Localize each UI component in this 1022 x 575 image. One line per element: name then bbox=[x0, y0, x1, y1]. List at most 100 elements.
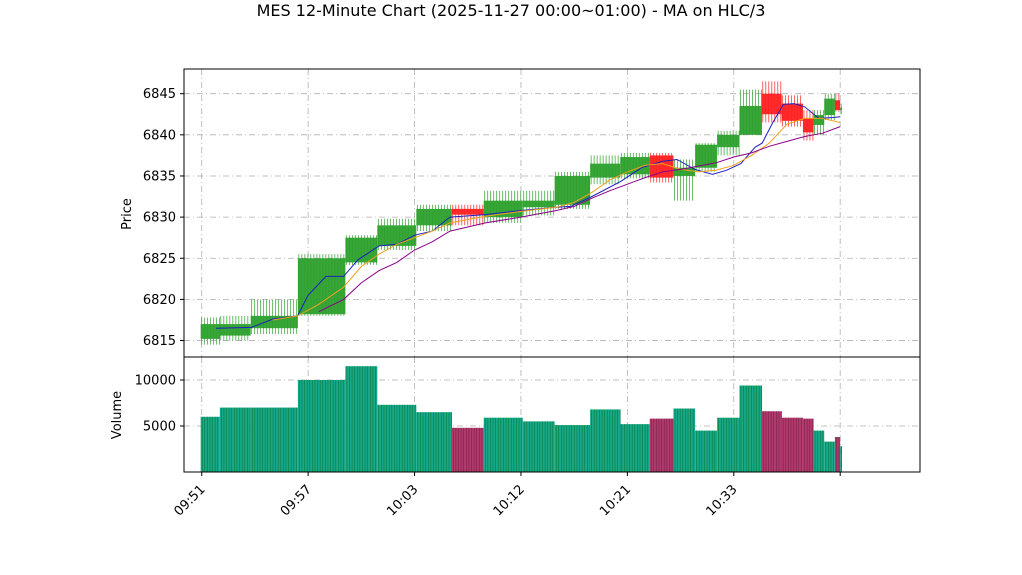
volume-bars bbox=[200, 366, 842, 472]
volume-bar-fill bbox=[824, 441, 835, 472]
volume-bar bbox=[554, 425, 591, 472]
volume-y-ticks: 5000 10000 bbox=[135, 374, 184, 435]
x-axis-ticks: 09:51 09:57 10:03 10:12 10:21 10:33 bbox=[171, 472, 841, 519]
candle bbox=[590, 155, 621, 185]
candle-body bbox=[377, 225, 417, 246]
volume-bar bbox=[451, 427, 484, 472]
candle-body bbox=[250, 315, 298, 329]
candle-body bbox=[824, 98, 835, 116]
candle bbox=[695, 143, 718, 172]
price-tick-label: 6825 bbox=[143, 252, 176, 267]
volume-bar-fill bbox=[590, 409, 621, 472]
candle-body bbox=[813, 115, 825, 125]
candle-body bbox=[717, 134, 740, 148]
candle-body bbox=[802, 118, 814, 133]
candle-body bbox=[522, 200, 555, 208]
x-tick-label: 09:57 bbox=[278, 482, 315, 519]
ma-line-ma_slow bbox=[318, 126, 841, 313]
volume-tick-label: 5000 bbox=[143, 420, 176, 435]
volume-bar bbox=[802, 418, 814, 472]
volume-bar bbox=[377, 404, 417, 472]
volume-bar-fill bbox=[739, 385, 762, 472]
volume-tick-label: 10000 bbox=[135, 374, 176, 389]
x-tick-label: 10:12 bbox=[491, 482, 528, 519]
volume-bar-fill bbox=[834, 437, 841, 472]
volume-bar-fill bbox=[673, 408, 696, 472]
candle-body bbox=[673, 167, 696, 176]
volume-bar-fill bbox=[250, 407, 298, 472]
volume-bar-fill bbox=[813, 430, 825, 472]
candle bbox=[416, 204, 452, 232]
candle-body bbox=[200, 324, 220, 339]
volume-bar bbox=[781, 417, 803, 472]
price-panel: 6815 6820 6825 6830 6835 6840 6845 Price bbox=[120, 68, 921, 358]
volume-bar bbox=[649, 418, 674, 472]
candle-body bbox=[781, 103, 803, 121]
price-tick-label: 6845 bbox=[143, 87, 176, 102]
volume-bar bbox=[522, 421, 555, 472]
volume-bar bbox=[813, 430, 825, 472]
volume-bar bbox=[200, 416, 220, 472]
candle bbox=[739, 89, 762, 135]
volume-bar bbox=[590, 409, 621, 472]
price-tick-label: 6815 bbox=[143, 334, 176, 349]
volume-bar-fill bbox=[219, 407, 251, 472]
volume-bar bbox=[695, 430, 718, 472]
candle bbox=[834, 93, 841, 112]
volume-bar bbox=[250, 407, 298, 472]
volume-bar-fill bbox=[554, 425, 591, 472]
volume-panel-frame bbox=[183, 356, 921, 473]
candle bbox=[840, 103, 842, 115]
volume-bar bbox=[673, 408, 696, 472]
candle bbox=[761, 81, 782, 123]
candle bbox=[824, 93, 835, 121]
volume-bar bbox=[416, 412, 452, 472]
candle-body bbox=[219, 324, 251, 336]
price-y-ticks: 6815 6820 6825 6830 6835 6840 6845 bbox=[143, 87, 184, 349]
price-tick-label: 6835 bbox=[143, 169, 176, 184]
price-tick-label: 6820 bbox=[143, 293, 176, 308]
volume-bar-fill bbox=[802, 418, 814, 472]
moving-averages bbox=[215, 103, 841, 329]
candle bbox=[297, 254, 346, 316]
volume-bar-fill bbox=[761, 411, 782, 472]
candle-body bbox=[649, 155, 674, 178]
volume-bar bbox=[834, 437, 841, 472]
volume-bar-fill bbox=[345, 366, 378, 472]
candle-body bbox=[761, 93, 782, 115]
candle-body bbox=[739, 106, 762, 135]
x-tick-label: 09:51 bbox=[171, 482, 208, 519]
candle-body bbox=[451, 208, 484, 215]
x-tick-label: 10:03 bbox=[384, 482, 421, 519]
price-tick-label: 6840 bbox=[143, 128, 176, 143]
volume-bar-fill bbox=[840, 446, 842, 472]
chart-title: MES 12-Minute Chart (2025-11-27 00:00~01… bbox=[257, 1, 766, 20]
candle-body bbox=[297, 258, 346, 315]
volume-bar bbox=[297, 380, 346, 472]
ma-line-ma_fast bbox=[215, 103, 841, 329]
volume-bar-fill bbox=[695, 430, 718, 472]
candle-body bbox=[590, 163, 621, 178]
candle bbox=[717, 130, 740, 156]
candle-body bbox=[483, 200, 523, 218]
candle-body bbox=[620, 157, 650, 175]
x-tick-label: 10:33 bbox=[704, 482, 741, 519]
volume-axis-label: Volume bbox=[110, 391, 125, 439]
candle-body bbox=[695, 144, 718, 168]
volume-bar bbox=[219, 407, 251, 472]
volume-bar-fill bbox=[717, 417, 740, 472]
volume-bar-fill bbox=[416, 412, 452, 472]
candle bbox=[813, 110, 825, 135]
volume-bar bbox=[620, 424, 650, 472]
volume-bar bbox=[345, 366, 378, 472]
volume-bar-fill bbox=[522, 421, 555, 472]
volume-bar bbox=[739, 385, 763, 472]
volume-bar bbox=[483, 417, 523, 472]
volume-panel: 5000 10000 Volume bbox=[110, 356, 921, 473]
volume-bar-fill bbox=[451, 427, 484, 472]
volume-bar bbox=[761, 411, 782, 472]
price-tick-label: 6830 bbox=[143, 211, 176, 226]
volume-bar-fill bbox=[781, 417, 803, 472]
price-axis-label: Price bbox=[120, 198, 135, 230]
